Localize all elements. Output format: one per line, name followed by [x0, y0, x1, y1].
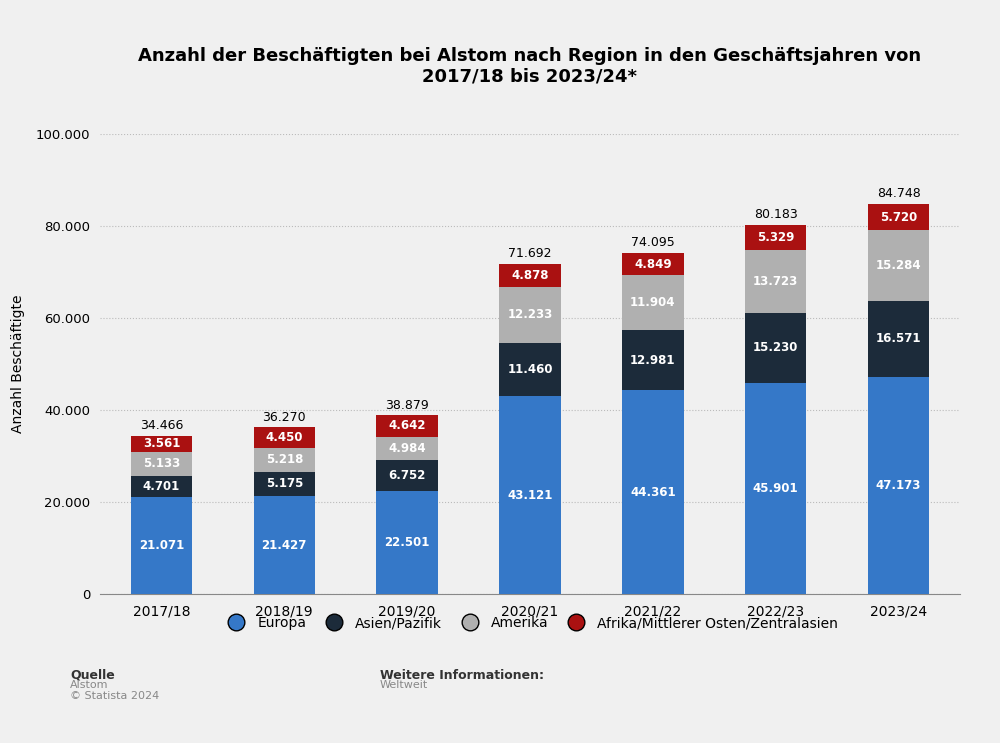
Text: 21.071: 21.071: [139, 539, 184, 552]
Bar: [254, 427, 315, 448]
Text: 80.183: 80.183: [754, 208, 798, 221]
Text: 4.701: 4.701: [143, 480, 180, 493]
Bar: [745, 383, 806, 594]
Text: 4.849: 4.849: [634, 258, 672, 270]
Text: 11.904: 11.904: [630, 296, 676, 309]
Bar: [254, 448, 315, 472]
Bar: [499, 343, 561, 396]
Bar: [622, 276, 684, 330]
Bar: [131, 452, 192, 476]
Text: 13.723: 13.723: [753, 275, 798, 288]
Bar: [499, 287, 561, 343]
Text: 45.901: 45.901: [753, 482, 799, 495]
Text: 11.460: 11.460: [507, 363, 553, 376]
Legend: Europa, Asien/Pazifik, Amerika, Afrika/Mittlerer Osten/Zentralasien: Europa, Asien/Pazifik, Amerika, Afrika/M…: [217, 611, 843, 636]
Bar: [131, 497, 192, 594]
Text: 84.748: 84.748: [877, 187, 920, 201]
Text: 38.879: 38.879: [385, 398, 429, 412]
Text: 12.981: 12.981: [630, 354, 676, 366]
Text: 15.230: 15.230: [753, 341, 798, 354]
Text: 6.752: 6.752: [388, 469, 426, 481]
Text: 34.466: 34.466: [140, 419, 183, 432]
Text: 4.642: 4.642: [388, 420, 426, 432]
Text: 4.450: 4.450: [266, 431, 303, 444]
Text: 15.284: 15.284: [876, 259, 921, 272]
Bar: [868, 230, 929, 301]
Text: 43.121: 43.121: [507, 489, 553, 502]
Text: Alstom
© Statista 2024: Alstom © Statista 2024: [70, 680, 159, 701]
Bar: [131, 476, 192, 497]
Text: 5.329: 5.329: [757, 231, 794, 244]
Bar: [376, 437, 438, 460]
Bar: [622, 390, 684, 594]
Bar: [499, 396, 561, 594]
Text: 21.427: 21.427: [262, 539, 307, 551]
Text: Anzahl der Beschäftigten bei Alstom nach Region in den Geschäftsjahren von
2017/: Anzahl der Beschäftigten bei Alstom nach…: [138, 47, 922, 85]
Bar: [745, 313, 806, 383]
Bar: [745, 225, 806, 250]
Text: 47.173: 47.173: [876, 479, 921, 493]
Bar: [868, 204, 929, 230]
Bar: [622, 330, 684, 390]
Text: 16.571: 16.571: [876, 332, 921, 345]
Text: 5.720: 5.720: [880, 211, 917, 224]
Bar: [254, 472, 315, 496]
Bar: [868, 377, 929, 594]
Text: Quelle: Quelle: [70, 669, 115, 681]
Text: Weitere Informationen:: Weitere Informationen:: [380, 669, 544, 681]
Text: 22.501: 22.501: [384, 536, 430, 549]
Bar: [499, 265, 561, 287]
Text: 71.692: 71.692: [508, 247, 552, 261]
Text: 5.133: 5.133: [143, 458, 180, 470]
Bar: [131, 435, 192, 452]
Text: 4.984: 4.984: [388, 441, 426, 455]
Bar: [376, 460, 438, 490]
Y-axis label: Anzahl Beschäftigte: Anzahl Beschäftigte: [11, 295, 25, 433]
Text: 3.561: 3.561: [143, 438, 180, 450]
Bar: [745, 250, 806, 313]
Text: 44.361: 44.361: [630, 486, 676, 499]
Bar: [376, 490, 438, 594]
Bar: [868, 301, 929, 377]
Text: 36.270: 36.270: [262, 411, 306, 424]
Text: 5.218: 5.218: [266, 453, 303, 467]
Text: 74.095: 74.095: [631, 236, 675, 250]
Bar: [254, 496, 315, 594]
Bar: [376, 415, 438, 437]
Text: 5.175: 5.175: [266, 477, 303, 490]
Text: 4.878: 4.878: [511, 269, 549, 282]
Text: Weltweit: Weltweit: [380, 680, 428, 690]
Text: 12.233: 12.233: [507, 308, 553, 321]
Bar: [622, 253, 684, 276]
